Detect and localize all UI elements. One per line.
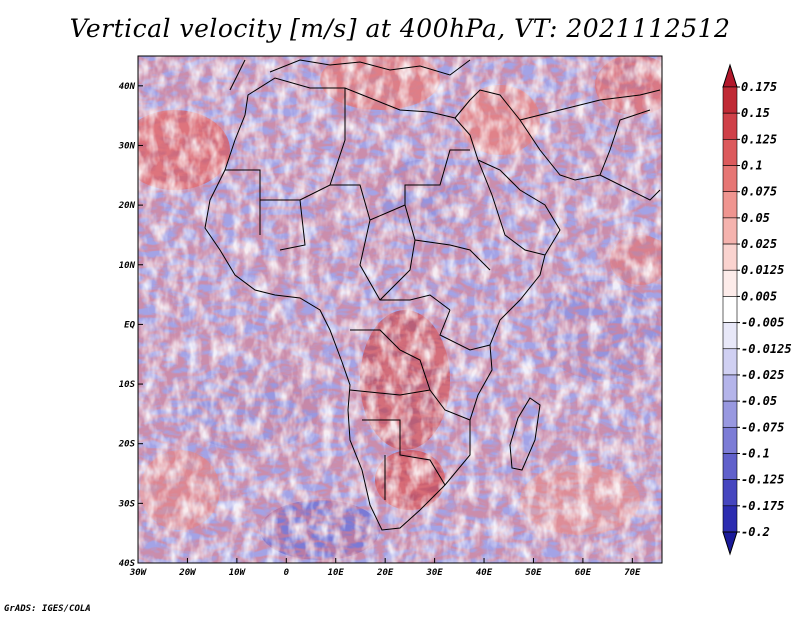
- map-frame: [137, 55, 663, 564]
- coastline-borders: [204, 59, 661, 531]
- colorbar-segment: [722, 139, 738, 166]
- lon-tick-label: 10E: [328, 568, 345, 578]
- colorbar-label: 0.005: [741, 289, 777, 303]
- lat-tick-label: 30N: [118, 141, 136, 151]
- chart-title: Vertical velocity [m/s] at 400hPa, VT: 2…: [69, 14, 731, 43]
- lon-tick-label: 20E: [376, 568, 394, 578]
- lat-tick-label: 20N: [118, 201, 136, 211]
- lat-tick-label: 40S: [119, 559, 136, 569]
- colorbar-label: -0.025: [741, 368, 784, 382]
- colorbar-label: -0.175: [741, 499, 784, 513]
- colorbar-label: 0.075: [741, 185, 777, 199]
- colorbar-segment: [722, 191, 738, 219]
- colorbar-segment: [722, 426, 738, 454]
- lat-tick-label: 30S: [118, 499, 136, 509]
- colorbar-label: 0.175: [741, 80, 777, 94]
- lon-tick-label: 40E: [476, 568, 493, 578]
- lon-tick-label: 60E: [575, 568, 592, 578]
- colorbar-max-triangle: [722, 63, 738, 88]
- colorbar-segment: [722, 86, 738, 114]
- colorbar-min-triangle: [722, 531, 738, 556]
- colorbar-segment: [722, 400, 738, 428]
- colorbar: 0.175 0.15 0.125 0.1 0.075 0.05 0.025 0.0125 0.0…: [722, 63, 792, 556]
- colorbar-label: 0.1: [741, 159, 763, 173]
- colorbar-segment: [722, 322, 738, 350]
- colorbar-label: -0.05: [741, 394, 777, 408]
- colorbar-segment: [722, 243, 738, 271]
- colorbar-label: 0.125: [741, 132, 777, 146]
- colorbar-label: -0.125: [741, 473, 784, 487]
- colorbar-segment: [722, 348, 738, 376]
- colorbar-segment: [722, 479, 738, 507]
- lon-tick-label: 50E: [525, 568, 542, 578]
- colorbar-label: 0.15: [741, 106, 770, 120]
- colorbar-label: -0.075: [741, 420, 784, 434]
- colorbar-segment: [722, 112, 738, 140]
- lat-tick-label: 20S: [118, 440, 136, 450]
- velocity-field: [138, 56, 662, 563]
- colorbar-label: 0.025: [741, 237, 777, 251]
- colorbar-segment: [722, 165, 738, 193]
- colorbar-segment: [722, 374, 738, 402]
- colorbar-label: 0.0125: [741, 263, 784, 277]
- colorbar-label: -0.005: [741, 316, 784, 330]
- lat-tick-label: EQ: [124, 320, 135, 330]
- lat-tick-label: 10S: [119, 380, 136, 390]
- lon-tick-label: 30E: [425, 568, 443, 578]
- lon-tick-label: 30W: [129, 568, 148, 578]
- lon-tick-label: 10W: [229, 568, 247, 578]
- lon-tick-label: 70E: [624, 568, 641, 578]
- colorbar-segment: [722, 296, 738, 323]
- colorbar-segment: [722, 269, 738, 297]
- colorbar-label: -0.2: [741, 525, 770, 539]
- grads-credit: GrADS: IGES/COLA: [4, 604, 91, 614]
- colorbar-segment: [722, 453, 738, 480]
- colorbar-segment: [722, 505, 738, 533]
- colorbar-segment: [722, 217, 738, 245]
- lon-tick-label: 0: [284, 568, 290, 578]
- colorbar-label: -0.1: [741, 446, 770, 460]
- latitude-axis: 40N 30N 20N 10N EQ 10S 20S 30S 40S: [118, 82, 143, 569]
- lon-tick-label: 20W: [178, 568, 197, 578]
- colorbar-label: -0.0125: [741, 342, 792, 356]
- lat-tick-label: 10N: [119, 261, 136, 271]
- longitude-axis: 30W 20W 10W 0 10E 20E 30E 40E 50E 60E 70E: [129, 558, 641, 578]
- lat-tick-label: 40N: [119, 82, 136, 92]
- colorbar-label: 0.05: [741, 211, 770, 225]
